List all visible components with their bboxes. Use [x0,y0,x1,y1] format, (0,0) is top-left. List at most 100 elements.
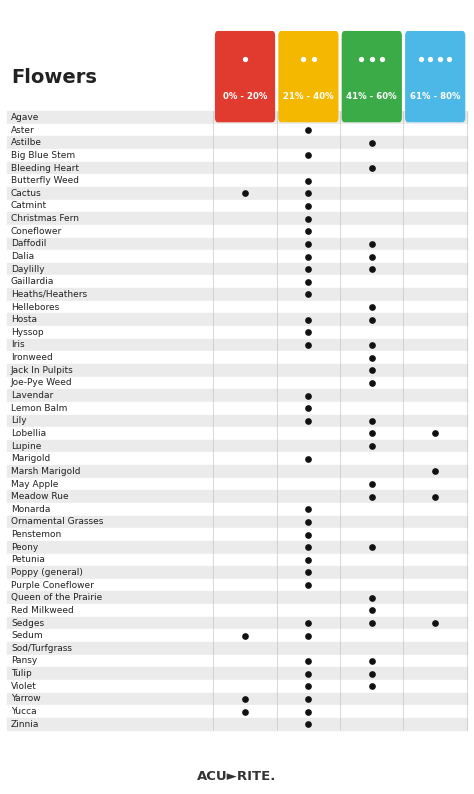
Text: Gaillardia: Gaillardia [11,277,55,287]
Text: Butterfly Weed: Butterfly Weed [11,176,79,185]
Text: Lily: Lily [11,416,27,426]
Text: Heaths/Heathers: Heaths/Heathers [11,290,87,299]
Text: Astilbe: Astilbe [11,138,42,147]
Text: Dalia: Dalia [11,252,34,261]
Text: Poppy (general): Poppy (general) [11,568,83,577]
Bar [7,718,467,730]
Bar [7,503,467,515]
Bar [7,491,467,503]
Text: Marigold: Marigold [11,454,50,463]
Text: Flowers: Flowers [11,68,97,87]
FancyBboxPatch shape [278,31,338,122]
Bar [7,389,467,402]
Bar [7,617,467,630]
Bar [7,414,467,427]
Bar [7,351,467,364]
Bar [7,680,467,692]
Bar [7,301,467,314]
Bar [7,402,467,414]
Bar [7,566,467,579]
Text: 61% - 80%: 61% - 80% [410,92,460,101]
Bar [7,705,467,718]
Text: 0% - 20%: 0% - 20% [223,92,267,101]
Text: Jack In Pulpits: Jack In Pulpits [11,366,73,375]
Bar [7,453,467,465]
Text: Bleeding Heart: Bleeding Heart [11,164,79,172]
Bar [7,314,467,326]
Bar [7,553,467,566]
Bar [7,376,467,389]
Text: Queen of the Prairie: Queen of the Prairie [11,593,102,603]
Text: Yarrow: Yarrow [11,695,40,703]
Text: Big Blue Stem: Big Blue Stem [11,151,75,160]
Text: May Apple: May Apple [11,480,58,488]
Bar [7,579,467,592]
Text: Ornamental Grasses: Ornamental Grasses [11,518,103,526]
Text: Lemon Balm: Lemon Balm [11,403,67,413]
Text: Iris: Iris [11,341,25,349]
Text: Christmas Fern: Christmas Fern [11,214,79,223]
Bar [7,478,467,491]
Bar [7,667,467,680]
Bar [7,528,467,541]
Text: Petunia: Petunia [11,555,45,565]
Bar [7,162,467,175]
Bar [7,237,467,250]
Text: Monarda: Monarda [11,505,50,514]
Bar [7,225,467,237]
Text: Purple Coneflower: Purple Coneflower [11,580,94,590]
Bar [7,541,467,553]
Text: Meadow Rue: Meadow Rue [11,492,69,501]
Bar [7,339,467,351]
Bar [7,427,467,440]
Bar [7,187,467,199]
Bar [7,149,467,162]
Text: Lavendar: Lavendar [11,391,53,400]
Bar [7,276,467,288]
Bar [7,212,467,225]
Bar [7,604,467,617]
Text: Lupine: Lupine [11,441,41,451]
Text: Hellebores: Hellebores [11,303,59,311]
FancyBboxPatch shape [342,31,402,122]
Bar [7,175,467,187]
Bar [7,465,467,478]
Text: Peony: Peony [11,543,38,552]
Bar [7,199,467,212]
Bar [7,592,467,604]
FancyBboxPatch shape [405,31,465,122]
Bar [7,111,467,124]
Bar [7,515,467,528]
Text: 21% - 40%: 21% - 40% [283,92,334,101]
Text: Red Milkweed: Red Milkweed [11,606,73,615]
Bar [7,250,467,263]
Text: Agave: Agave [11,113,39,122]
Text: ACU►RITE.: ACU►RITE. [197,770,277,783]
Text: Ironweed: Ironweed [11,353,53,362]
Text: Daylilly: Daylilly [11,264,45,274]
Text: Zinnia: Zinnia [11,719,39,729]
Text: Pansy: Pansy [11,657,37,665]
Text: Violet: Violet [11,682,37,691]
Bar [7,124,467,137]
Bar [7,440,467,453]
Text: Cactus: Cactus [11,189,42,198]
Text: Hyssop: Hyssop [11,328,44,337]
Bar [7,364,467,376]
Text: Aster: Aster [11,125,35,135]
Bar [7,654,467,667]
Bar [7,263,467,276]
FancyBboxPatch shape [215,31,275,122]
Bar [7,326,467,339]
Text: 41% - 60%: 41% - 60% [346,92,397,101]
Text: Tulip: Tulip [11,669,32,678]
Text: Coneflower: Coneflower [11,227,62,236]
Bar [7,692,467,705]
Text: Catmint: Catmint [11,202,47,210]
Text: Sedum: Sedum [11,631,43,640]
Text: Marsh Marigold: Marsh Marigold [11,467,81,476]
Text: Daffodil: Daffodil [11,239,46,249]
Text: Yucca: Yucca [11,707,36,716]
Text: Sod/Turfgrass: Sod/Turfgrass [11,644,72,653]
Text: Joe-Pye Weed: Joe-Pye Weed [11,379,73,387]
